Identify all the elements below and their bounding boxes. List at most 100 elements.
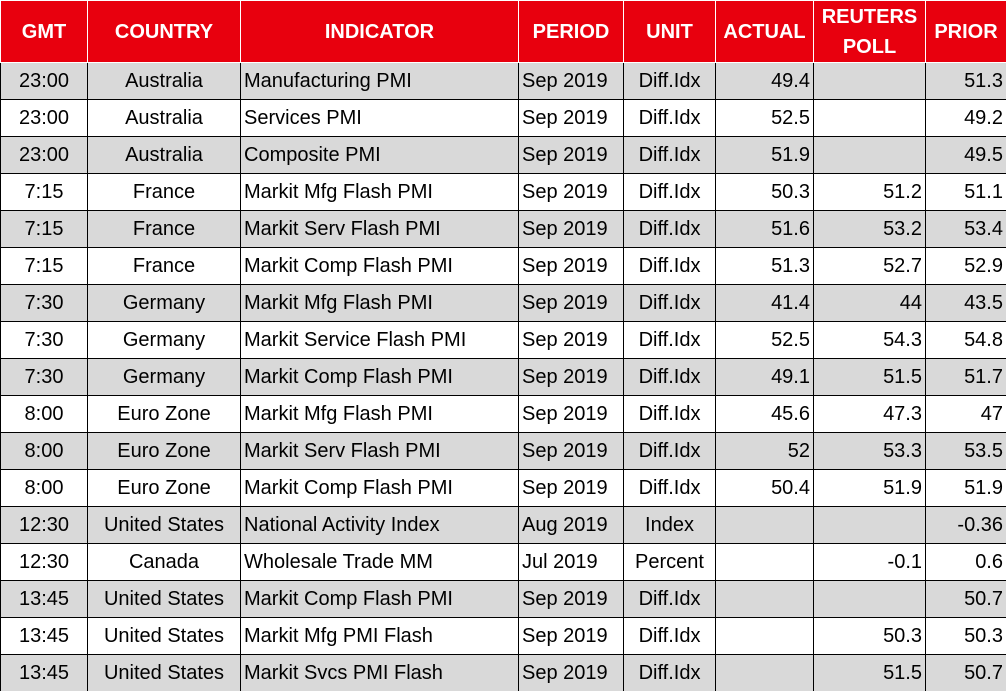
table-cell: Australia <box>87 136 241 174</box>
table-cell <box>813 580 926 618</box>
table-cell: 7:15 <box>0 173 88 211</box>
table-cell: Markit Service Flash PMI <box>240 321 519 359</box>
table-cell: Diff.Idx <box>623 321 716 359</box>
table-cell: Sep 2019 <box>518 395 624 433</box>
column-header: UNIT <box>623 0 716 63</box>
table-cell: Diff.Idx <box>623 395 716 433</box>
table-cell: Markit Comp Flash PMI <box>240 469 519 507</box>
table-cell: Markit Serv Flash PMI <box>240 432 519 470</box>
table-cell: 13:45 <box>0 654 88 691</box>
table-cell: 53.2 <box>813 210 926 248</box>
table-row: 7:30 Germany Markit Mfg Flash PMI Sep 2019 D… <box>0 284 1006 322</box>
table-cell: Canada <box>87 543 241 581</box>
column-header: COUNTRY <box>87 0 241 63</box>
table-row: 7:15 France Markit Serv Flash PMI Sep 2019 D… <box>0 210 1006 248</box>
table-cell: Markit Comp Flash PMI <box>240 358 519 396</box>
table-cell: 7:15 <box>0 210 88 248</box>
table-cell: Diff.Idx <box>623 580 716 618</box>
table-row: 7:15 France Markit Mfg Flash PMI Sep 2019 Di… <box>0 173 1006 211</box>
table-cell: 0.6 <box>925 543 1006 581</box>
table-cell: Sep 2019 <box>518 284 624 322</box>
table-cell <box>715 617 814 655</box>
table-cell: 49.5 <box>925 136 1006 174</box>
table-cell: 51.3 <box>925 62 1006 100</box>
table-cell: Jul 2019 <box>518 543 624 581</box>
table-cell: 7:30 <box>0 358 88 396</box>
table-cell: 52.5 <box>715 321 814 359</box>
table-cell <box>813 62 926 100</box>
column-header: INDICATOR <box>240 0 519 63</box>
table-cell: Sep 2019 <box>518 136 624 174</box>
table-cell: Euro Zone <box>87 469 241 507</box>
table-cell: Sep 2019 <box>518 580 624 618</box>
table-cell: 7:30 <box>0 284 88 322</box>
table-cell: Diff.Idx <box>623 247 716 285</box>
table-cell: 23:00 <box>0 62 88 100</box>
table-cell: 51.9 <box>715 136 814 174</box>
table-cell: Diff.Idx <box>623 99 716 137</box>
table-cell: 45.6 <box>715 395 814 433</box>
table-row: 13:45 United States Markit Svcs PMI Flash S… <box>0 654 1006 691</box>
table-cell: 51.6 <box>715 210 814 248</box>
table-cell: United States <box>87 654 241 691</box>
table-cell: Markit Serv Flash PMI <box>240 210 519 248</box>
table-cell: 51.9 <box>813 469 926 507</box>
table-row: 8:00 Euro Zone Markit Serv Flash PMI Sep 20… <box>0 432 1006 470</box>
table-cell: 51.3 <box>715 247 814 285</box>
table-cell: 23:00 <box>0 136 88 174</box>
column-header: PRIOR <box>925 0 1006 63</box>
table-cell: Diff.Idx <box>623 654 716 691</box>
table-cell: Markit Mfg Flash PMI <box>240 395 519 433</box>
table-cell: Index <box>623 506 716 544</box>
table-cell: 54.8 <box>925 321 1006 359</box>
table-row: 23:00 Australia Manufacturing PMI Sep 2019 D… <box>0 62 1006 100</box>
table-cell: Manufacturing PMI <box>240 62 519 100</box>
table-cell: Euro Zone <box>87 395 241 433</box>
table-cell: Sep 2019 <box>518 62 624 100</box>
table-cell: Markit Mfg Flash PMI <box>240 284 519 322</box>
table-cell: 51.1 <box>925 173 1006 211</box>
table-cell: Diff.Idx <box>623 284 716 322</box>
table-row: 7:30 Germany Markit Comp Flash PMI Sep 2019… <box>0 358 1006 396</box>
table-row: 23:00 Australia Services PMI Sep 2019 Diff.I… <box>0 99 1006 137</box>
table-cell: 44 <box>813 284 926 322</box>
table-cell: 47.3 <box>813 395 926 433</box>
table-cell: 13:45 <box>0 580 88 618</box>
table-cell: 41.4 <box>715 284 814 322</box>
table-cell: Markit Mfg PMI Flash <box>240 617 519 655</box>
table-cell: United States <box>87 506 241 544</box>
table-cell: 8:00 <box>0 432 88 470</box>
table-cell <box>813 506 926 544</box>
table-body: 23:00 Australia Manufacturing PMI Sep 2019 D… <box>0 62 1006 691</box>
table-cell: 47 <box>925 395 1006 433</box>
table-cell: 49.2 <box>925 99 1006 137</box>
table-cell: Sep 2019 <box>518 321 624 359</box>
table-cell: Percent <box>623 543 716 581</box>
header-row: GMT COUNTRY INDICATOR PERIOD UNIT ACTUAL REUTE… <box>0 0 1006 63</box>
table-cell: 53.4 <box>925 210 1006 248</box>
table-row: 8:00 Euro Zone Markit Mfg Flash PMI Sep 201… <box>0 395 1006 433</box>
column-header: PERIOD <box>518 0 624 63</box>
table-cell: 50.7 <box>925 654 1006 691</box>
table-cell: 51.9 <box>925 469 1006 507</box>
table-cell <box>813 136 926 174</box>
table-cell: Sep 2019 <box>518 99 624 137</box>
table-cell <box>813 99 926 137</box>
table-cell: 50.3 <box>715 173 814 211</box>
table-cell: 7:30 <box>0 321 88 359</box>
table-cell: 51.5 <box>813 358 926 396</box>
table-cell: 43.5 <box>925 284 1006 322</box>
table-cell: Germany <box>87 321 241 359</box>
table-cell: Wholesale Trade MM <box>240 543 519 581</box>
table-cell: Australia <box>87 99 241 137</box>
table-row: 23:00 Australia Composite PMI Sep 2019 Diff.… <box>0 136 1006 174</box>
table-cell: Diff.Idx <box>623 210 716 248</box>
table-row: 7:15 France Markit Comp Flash PMI Sep 2019 D… <box>0 247 1006 285</box>
table-cell <box>715 506 814 544</box>
table-cell: Germany <box>87 358 241 396</box>
table-cell: Sep 2019 <box>518 617 624 655</box>
table-cell: Diff.Idx <box>623 469 716 507</box>
table-cell: Sep 2019 <box>518 469 624 507</box>
table-cell: Diff.Idx <box>623 617 716 655</box>
